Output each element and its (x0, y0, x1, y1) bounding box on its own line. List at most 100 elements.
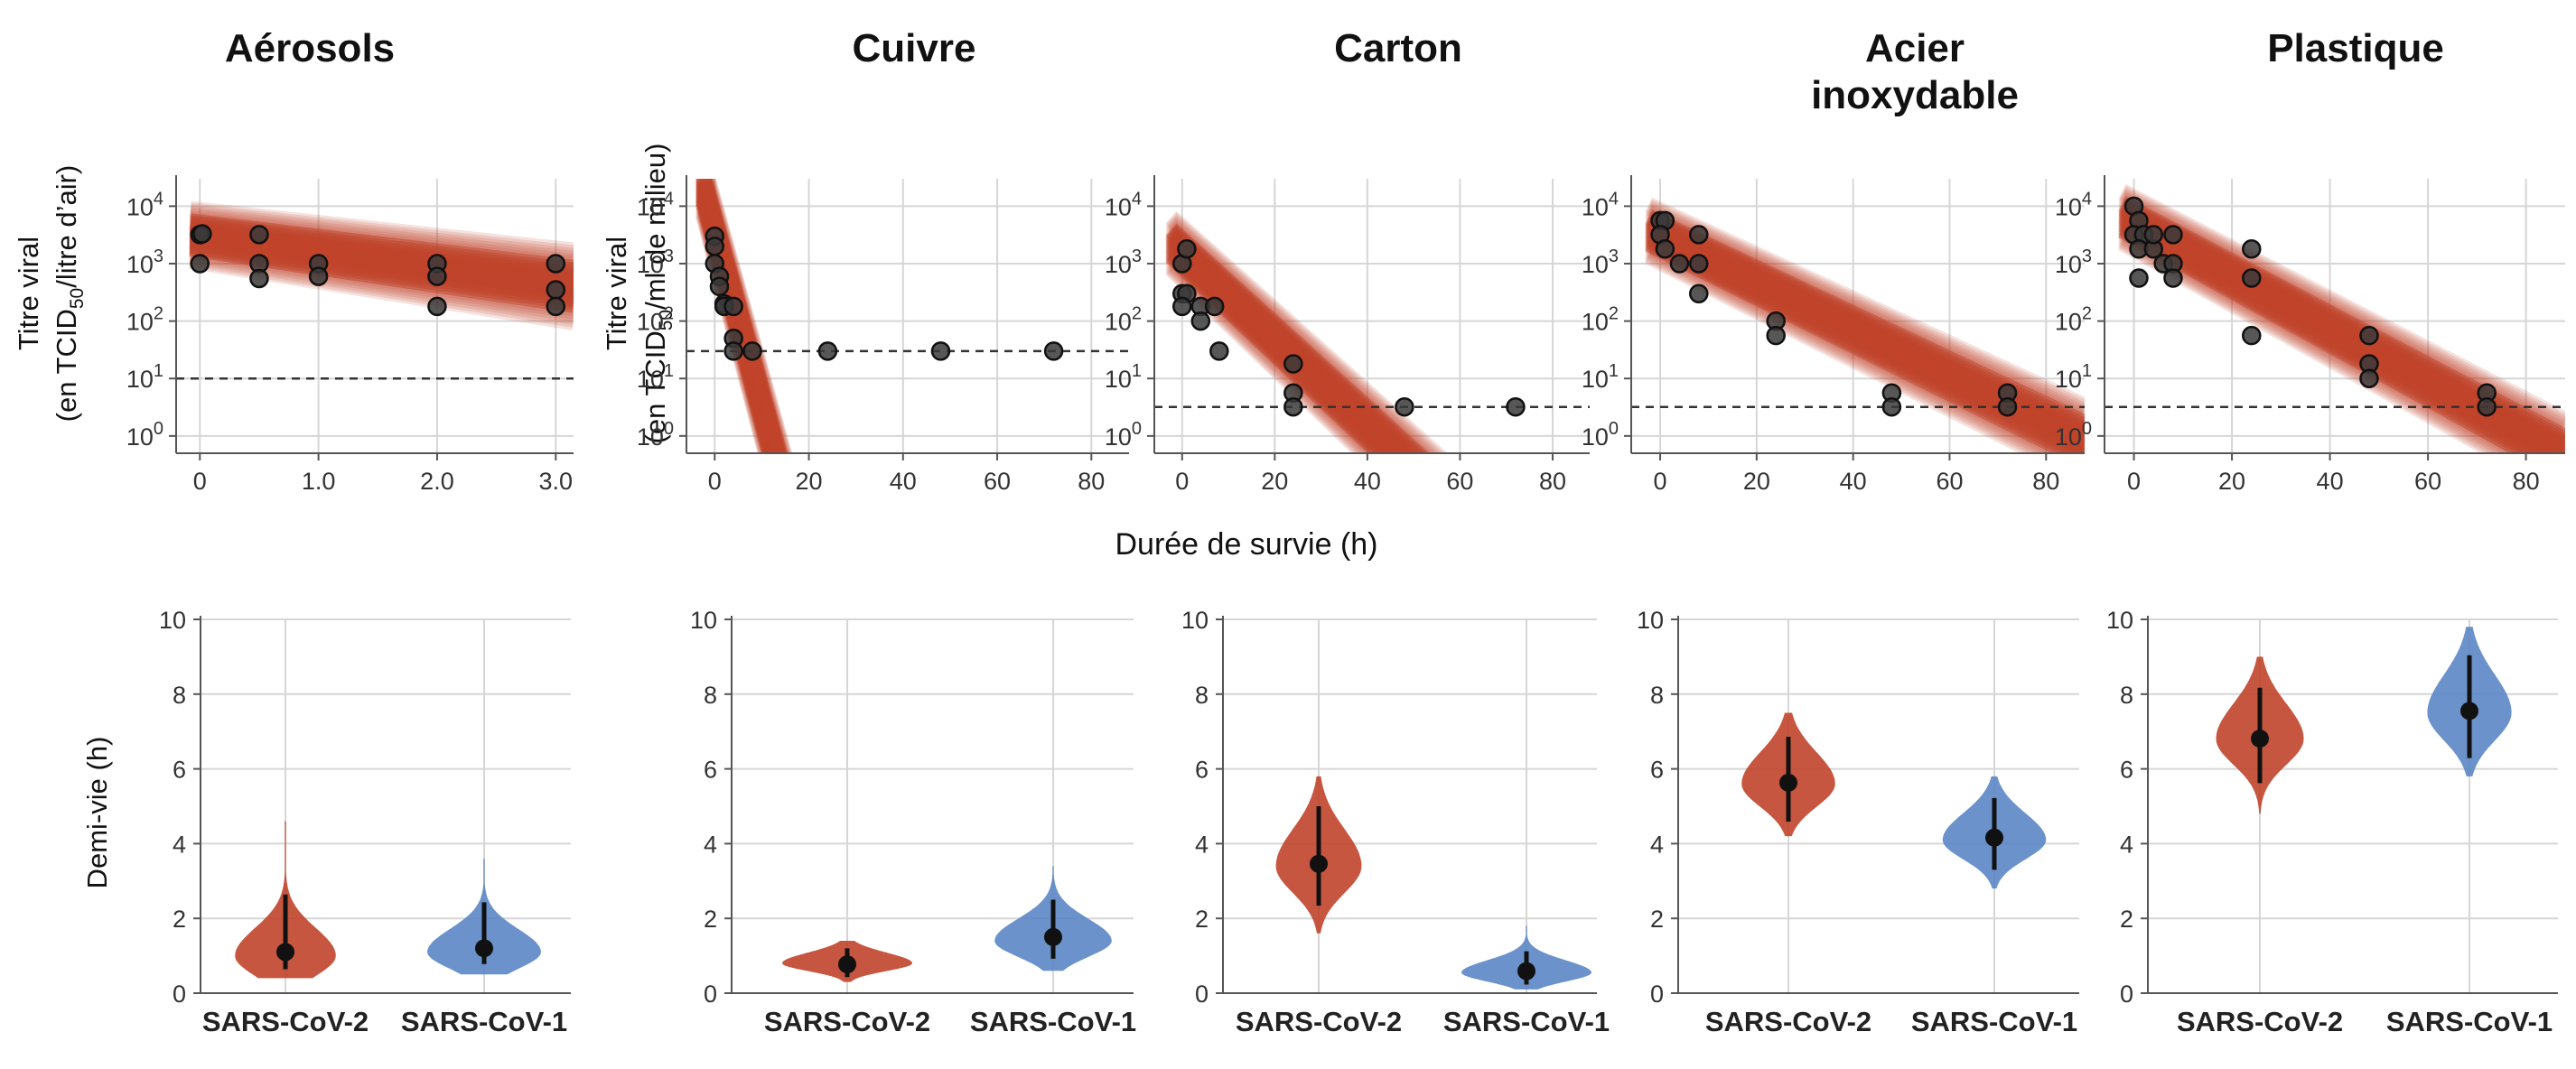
data-point (2129, 268, 2149, 288)
data-point (1689, 254, 1709, 274)
y-label-top-left-line2: (en TCID50/litre d’air) (51, 165, 88, 423)
y-tick-label: 101 (126, 361, 163, 393)
data-point (1655, 238, 1675, 259)
y-tick-label: 8 (173, 682, 186, 709)
y-tick-label: 10 (2106, 607, 2133, 634)
fit-band (189, 200, 574, 330)
y-tick-label: 10 (1181, 607, 1209, 634)
fit-draw (1645, 249, 2056, 453)
y-tick-label: 6 (2120, 757, 2133, 784)
decay-panel-5: Plastique 100 101 102 103 104 0 20 40 60 80 (2055, 26, 2565, 495)
data-point (1043, 341, 1064, 361)
y-tick-label: 104 (1105, 189, 1142, 220)
data-point (190, 254, 210, 274)
data-point (1766, 325, 1786, 346)
y-tick-label: 100 (1105, 419, 1142, 451)
median-point (2460, 702, 2478, 720)
data-point (1506, 396, 1526, 417)
fit-draw (1165, 223, 1430, 453)
y-tick-label: 8 (704, 682, 717, 709)
y-tick-label: 10 (690, 607, 717, 634)
y-tick-label: 10 (159, 607, 186, 634)
x-tick-label: 20 (796, 468, 823, 495)
y-tick-label: 0 (704, 981, 717, 1008)
category-label: SARS-CoV-2 (202, 1006, 369, 1037)
fit-draw (1165, 210, 1449, 453)
x-tick-label: 3.0 (539, 468, 574, 495)
y-label-top-right-line1: Titre viral (601, 237, 632, 350)
data-point (1395, 396, 1414, 417)
x-tick-label: 1.0 (302, 468, 336, 495)
y-tick-label: 6 (173, 757, 186, 784)
data-point (1997, 396, 2018, 417)
data-point (2163, 268, 2183, 288)
data-point (427, 266, 447, 286)
fit-draw (1165, 215, 1442, 453)
data-point (705, 237, 725, 256)
median-point (276, 943, 294, 962)
data-point (1172, 296, 1192, 317)
y-tick-label: 102 (2055, 304, 2092, 336)
y-tick-label: 102 (1582, 304, 1619, 336)
data-point (1881, 396, 1902, 417)
data-point (2163, 225, 2183, 245)
data-point (308, 266, 329, 286)
data-point (1209, 341, 1229, 361)
data-point (2242, 325, 2262, 346)
y-tick-label: 10 (1637, 607, 1664, 634)
fit-draw (1165, 212, 1445, 453)
fit-draw (2118, 183, 2565, 428)
y-tick-label: 2 (173, 906, 186, 933)
decay-panel-3: Carton 100 101 102 103 104 0 20 40 60 80 (1105, 26, 1590, 495)
data-point (546, 280, 566, 300)
x-tick-label: 2.0 (420, 468, 454, 495)
fit-draw (1645, 205, 2085, 425)
y-tick-label: 2 (1195, 906, 1209, 933)
category-label: SARS-CoV-1 (1443, 1006, 1610, 1037)
fit-draw (189, 205, 574, 265)
x-tick-label: 80 (2032, 468, 2059, 495)
fit-draw (189, 207, 574, 268)
y-tick-label: 101 (1105, 361, 1142, 393)
x-tick-label: 40 (890, 468, 917, 495)
fit-draw (1165, 218, 1436, 453)
fit-draw (189, 200, 574, 259)
category-label: SARS-CoV-2 (764, 1006, 930, 1037)
x-tick-label: 40 (1354, 468, 1381, 495)
x-tick-label: 80 (1078, 468, 1105, 495)
y-tick-label: 4 (2120, 831, 2133, 858)
x-tick-label: 40 (1840, 468, 1867, 495)
category-label: SARS-CoV-1 (401, 1006, 567, 1037)
x-tick-label: 60 (2414, 468, 2441, 495)
median-point (1779, 773, 1797, 792)
y-tick-label: 4 (704, 831, 717, 858)
y-tick-label: 6 (1650, 757, 1664, 784)
y-tick-label: 101 (1582, 361, 1619, 393)
x-tick-label: 80 (1539, 468, 1566, 495)
y-tick-label: 4 (173, 831, 186, 858)
y-label-top-left-line1: Titre viral (13, 237, 44, 350)
y-tick-label: 0 (2120, 981, 2133, 1008)
category-label: SARS-CoV-2 (1705, 1006, 1871, 1037)
data-point (930, 341, 951, 361)
fit-draw (1645, 197, 2085, 414)
y-label-top-right-line2: (en TCID50/ml de milieu) (639, 144, 677, 444)
data-point (2242, 268, 2262, 288)
fit-draw (189, 209, 574, 271)
half-life-panel-4: 0 2 4 6 8 10 SARS-CoV-2 SARS-CoV-1 (1637, 607, 2079, 1037)
y-tick-label: 101 (637, 361, 674, 393)
y-tick-label: 2 (704, 906, 717, 933)
category-label: SARS-CoV-1 (970, 1006, 1136, 1037)
data-point (546, 296, 566, 317)
x-axis-label: Durée de survie (h) (1115, 527, 1377, 562)
y-axis-label-bottom: Demi-vie (h) (81, 737, 113, 889)
data-point (249, 225, 269, 245)
y-tick-label: 8 (2120, 682, 2133, 709)
y-tick-label: 100 (1582, 419, 1619, 451)
x-tick-label: 0 (2127, 468, 2141, 495)
panel-title: Aérosols (225, 26, 395, 70)
y-tick-label: 100 (2055, 419, 2092, 451)
category-label: SARS-CoV-2 (2177, 1006, 2343, 1037)
fit-draw (1645, 199, 2085, 416)
data-point (723, 341, 743, 361)
